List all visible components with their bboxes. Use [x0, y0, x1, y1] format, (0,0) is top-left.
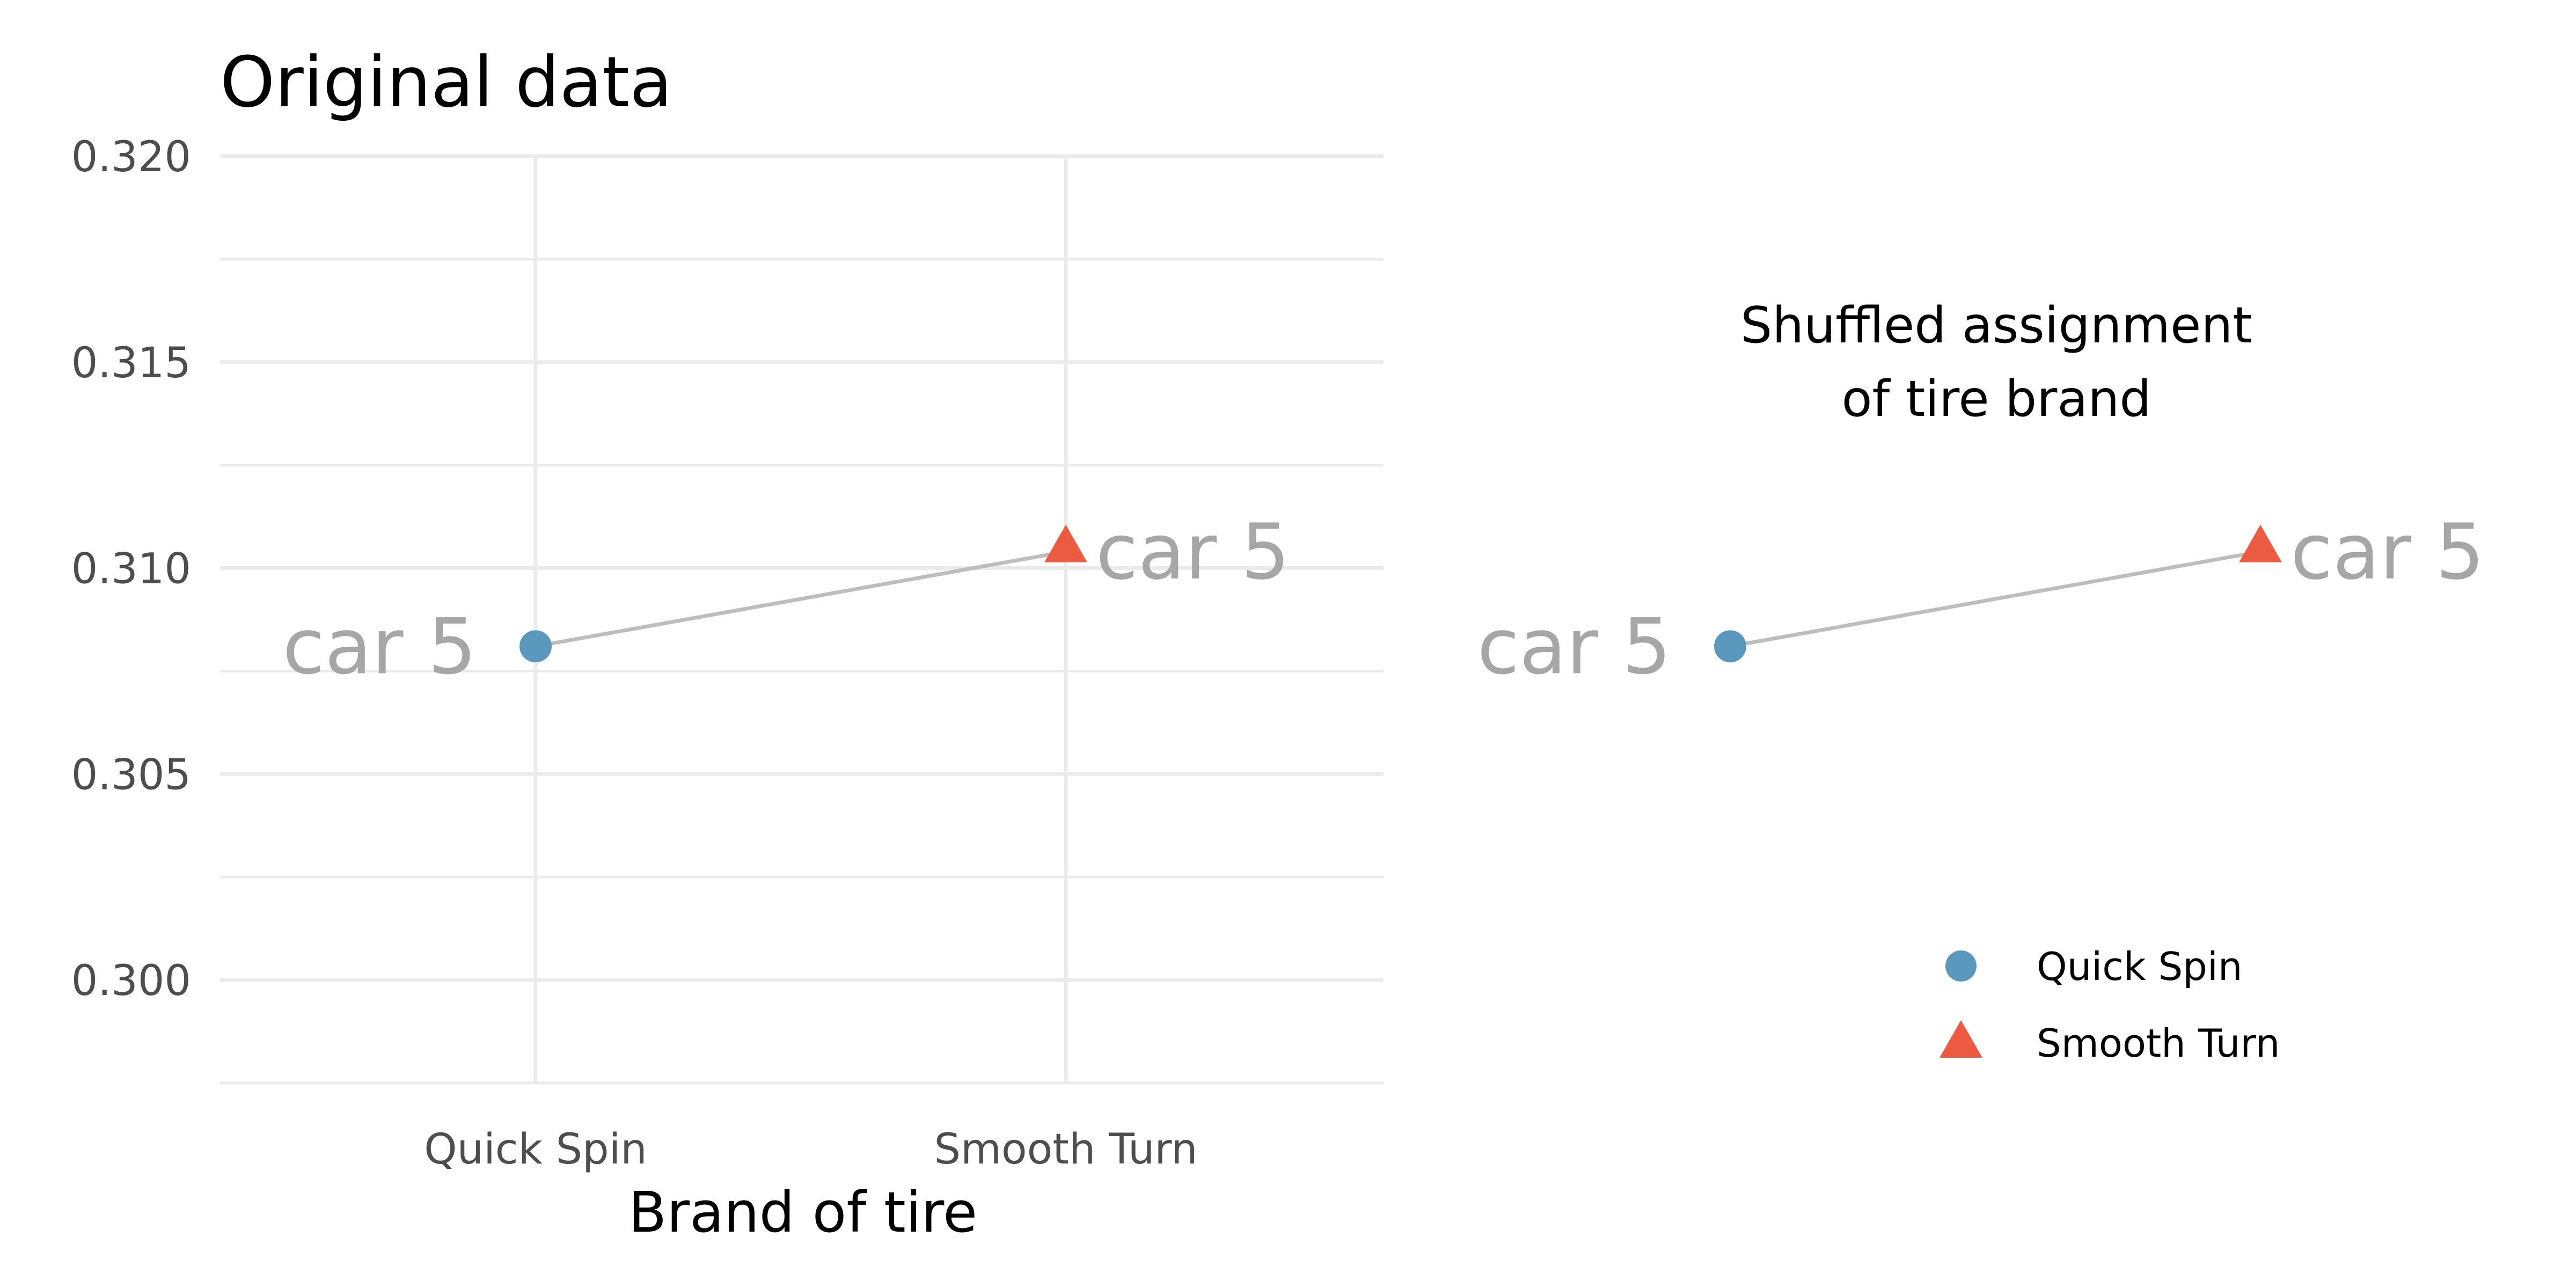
left-point-quick-spin: [519, 630, 552, 663]
x-tick-label: Quick Spin: [424, 1125, 647, 1174]
shuffled-panel: Shuffled assignment of tire brand car 5c…: [1477, 296, 2485, 1066]
left-point-label: car 5: [1096, 507, 1290, 597]
legend-key-smooth-turn: [1940, 1020, 1982, 1058]
shuffled-title-line-1: Shuffled assignment: [1740, 296, 2252, 354]
left-y-tick-labels: 0.300 0.305 0.310 0.315 0.320: [71, 133, 191, 1005]
left-point-smooth-turn: [1044, 524, 1087, 562]
right-point-label: car 5: [1477, 602, 1671, 691]
legend-label: Smooth Turn: [2037, 1021, 2280, 1066]
left-connector-line: [535, 550, 1066, 648]
legend-key-quick-spin: [1945, 950, 1977, 982]
legend: Quick Spin Smooth Turn: [1940, 944, 2280, 1066]
legend-label: Quick Spin: [2037, 944, 2243, 989]
original-data-panel: 0.300 0.305 0.310 0.315 0.320 Quick Spin Smoo…: [71, 41, 1384, 1245]
right-point-label: car 5: [2290, 507, 2484, 597]
original-data-title: Original data: [220, 41, 672, 123]
y-tick-label: 0.320: [71, 133, 191, 181]
shuffled-title-line-2: of tire brand: [1842, 370, 2151, 428]
y-tick-label: 0.315: [71, 339, 191, 387]
left-point-label: car 5: [283, 602, 477, 691]
left-x-tick-labels: Quick Spin Smooth Turn: [424, 1125, 1197, 1174]
right-data-marks: car 5 car 5: [1477, 507, 2485, 692]
right-point-smooth-turn: [2239, 524, 2282, 562]
x-axis-title: Brand of tire: [628, 1180, 977, 1245]
right-point-quick-spin: [1714, 630, 1746, 663]
left-data-marks: car 5 car 5: [283, 507, 1290, 692]
right-connector-line: [1730, 550, 2261, 648]
y-tick-label: 0.310: [71, 545, 191, 594]
y-tick-label: 0.300: [71, 957, 191, 1005]
y-tick-label: 0.305: [71, 751, 191, 799]
left-gridlines: [220, 154, 1384, 1085]
x-tick-label: Smooth Turn: [934, 1125, 1197, 1174]
